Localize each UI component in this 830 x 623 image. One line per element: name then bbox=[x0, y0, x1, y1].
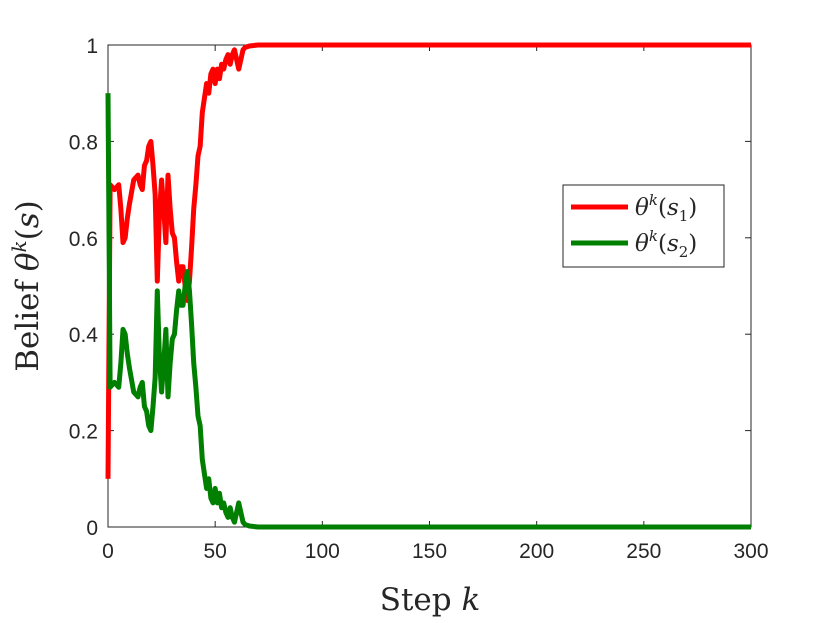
x-axis-title: Step k bbox=[380, 582, 481, 618]
y-tick-label: 1 bbox=[86, 35, 98, 58]
x-tick-label: 50 bbox=[203, 540, 226, 563]
legend: θk(s1) θk(s2) bbox=[562, 184, 725, 268]
y-axis-title: Belief θk(s) bbox=[7, 200, 46, 372]
x-tick-label: 300 bbox=[733, 540, 768, 563]
legend-label-s1: θk(s1) bbox=[635, 191, 697, 225]
x-tick-label: 0 bbox=[102, 540, 114, 563]
y-tick-label: 0.8 bbox=[69, 131, 98, 154]
y-tick-label: 0.4 bbox=[69, 324, 99, 347]
x-tick-label: 100 bbox=[305, 540, 340, 563]
x-tick-label: 150 bbox=[412, 540, 447, 563]
legend-box bbox=[562, 184, 725, 268]
y-tick-label: 0 bbox=[86, 517, 98, 540]
x-tick-label: 200 bbox=[519, 540, 554, 563]
legend-label-s2: θk(s2) bbox=[635, 227, 697, 261]
series-group bbox=[105, 42, 751, 530]
series-line-s2 bbox=[105, 93, 751, 530]
y-tick-label: 0.6 bbox=[69, 228, 98, 251]
axis-ticks: 0 50 100 150 200 250 300 0 0.2 0.4 0.6 0.8 1 bbox=[69, 35, 769, 563]
x-tick-label: 250 bbox=[626, 540, 661, 563]
y-tick-label: 0.2 bbox=[69, 421, 98, 444]
